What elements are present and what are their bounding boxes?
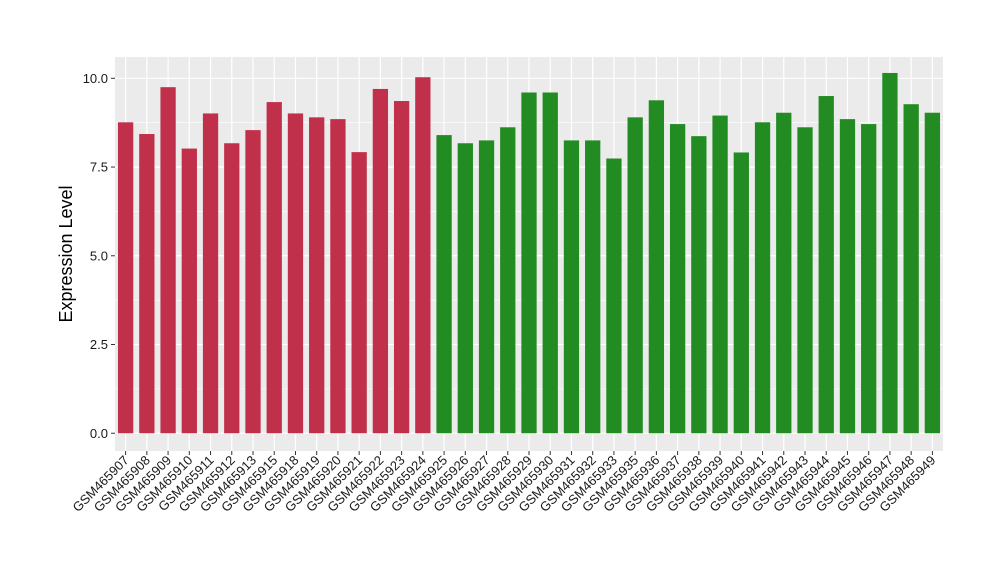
- bar: [712, 115, 728, 434]
- bar: [266, 102, 282, 434]
- bar: [139, 134, 155, 434]
- bar: [669, 124, 686, 434]
- y-tick-label: 2.5: [90, 337, 108, 352]
- bar: [776, 112, 792, 434]
- bar: [585, 140, 601, 434]
- bar: [436, 135, 452, 434]
- bar: [924, 112, 941, 434]
- bar: [457, 143, 473, 434]
- bars: [117, 72, 941, 434]
- bar: [861, 124, 877, 434]
- y-axis-title: Expression Level: [56, 185, 76, 322]
- y-tick-label: 10.0: [83, 71, 108, 86]
- y-tick-label: 0.0: [90, 426, 108, 441]
- bar: [733, 152, 749, 434]
- bar: [117, 122, 134, 434]
- bar: [500, 127, 516, 434]
- bar: [754, 122, 771, 434]
- y-axis: 0.0 2.5 5.0 7.5 10.0: [83, 71, 115, 441]
- bar: [351, 152, 367, 434]
- bar: [627, 117, 643, 434]
- bar: [393, 101, 410, 434]
- bar: [818, 96, 834, 434]
- bar: [563, 140, 580, 434]
- bar: [287, 113, 304, 434]
- bar: [797, 127, 813, 434]
- y-tick-label: 5.0: [90, 248, 108, 263]
- x-axis: GSM465907GSM465908GSM465909GSM465910GSM4…: [70, 451, 939, 515]
- bar: [882, 72, 898, 434]
- bar: [202, 113, 219, 434]
- bar: [542, 92, 558, 434]
- bar: [181, 148, 197, 434]
- bar: [478, 140, 495, 434]
- bar: [160, 87, 176, 434]
- bar: [521, 92, 537, 434]
- bar: [330, 119, 346, 434]
- bar: [245, 130, 261, 434]
- bar: [309, 117, 325, 434]
- bar: [648, 100, 665, 434]
- y-tick-label: 7.5: [90, 160, 108, 175]
- bar: [606, 158, 622, 434]
- bar: [224, 143, 240, 434]
- bar: [839, 119, 856, 434]
- bar: [415, 77, 431, 434]
- bar: [372, 88, 389, 434]
- bar: [691, 136, 707, 434]
- bar: [903, 104, 919, 434]
